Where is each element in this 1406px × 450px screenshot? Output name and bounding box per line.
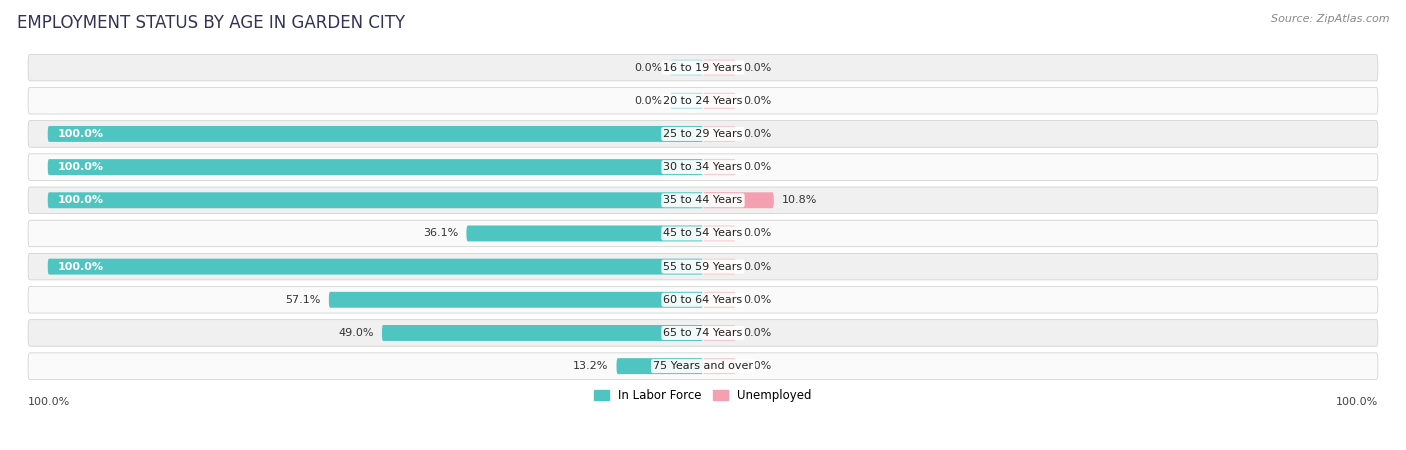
- Text: 100.0%: 100.0%: [58, 129, 104, 139]
- FancyBboxPatch shape: [28, 253, 1378, 280]
- FancyBboxPatch shape: [28, 220, 1378, 247]
- FancyBboxPatch shape: [28, 287, 1378, 313]
- FancyBboxPatch shape: [703, 358, 735, 374]
- FancyBboxPatch shape: [48, 192, 703, 208]
- FancyBboxPatch shape: [48, 259, 703, 274]
- FancyBboxPatch shape: [703, 93, 735, 109]
- Text: 0.0%: 0.0%: [744, 96, 772, 106]
- FancyBboxPatch shape: [703, 325, 735, 341]
- FancyBboxPatch shape: [467, 225, 703, 241]
- FancyBboxPatch shape: [48, 126, 703, 142]
- Text: EMPLOYMENT STATUS BY AGE IN GARDEN CITY: EMPLOYMENT STATUS BY AGE IN GARDEN CITY: [17, 14, 405, 32]
- FancyBboxPatch shape: [329, 292, 703, 308]
- Text: 13.2%: 13.2%: [574, 361, 609, 371]
- Text: 55 to 59 Years: 55 to 59 Years: [664, 261, 742, 272]
- FancyBboxPatch shape: [28, 87, 1378, 114]
- FancyBboxPatch shape: [703, 159, 735, 175]
- Text: 100.0%: 100.0%: [1336, 396, 1378, 407]
- Text: 0.0%: 0.0%: [744, 162, 772, 172]
- Text: 0.0%: 0.0%: [634, 96, 662, 106]
- Text: 100.0%: 100.0%: [28, 396, 70, 407]
- Text: Source: ZipAtlas.com: Source: ZipAtlas.com: [1271, 14, 1389, 23]
- FancyBboxPatch shape: [703, 192, 773, 208]
- Text: 30 to 34 Years: 30 to 34 Years: [664, 162, 742, 172]
- Text: 0.0%: 0.0%: [634, 63, 662, 72]
- FancyBboxPatch shape: [28, 353, 1378, 379]
- FancyBboxPatch shape: [28, 187, 1378, 214]
- Text: 57.1%: 57.1%: [285, 295, 321, 305]
- Text: 100.0%: 100.0%: [58, 195, 104, 205]
- Text: 36.1%: 36.1%: [423, 229, 458, 238]
- Text: 100.0%: 100.0%: [58, 261, 104, 272]
- FancyBboxPatch shape: [28, 154, 1378, 180]
- Text: 49.0%: 49.0%: [339, 328, 374, 338]
- Text: 100.0%: 100.0%: [58, 162, 104, 172]
- FancyBboxPatch shape: [703, 59, 735, 76]
- Text: 35 to 44 Years: 35 to 44 Years: [664, 195, 742, 205]
- FancyBboxPatch shape: [48, 159, 703, 175]
- Text: 0.0%: 0.0%: [744, 229, 772, 238]
- Text: 16 to 19 Years: 16 to 19 Years: [664, 63, 742, 72]
- FancyBboxPatch shape: [382, 325, 703, 341]
- Text: 0.0%: 0.0%: [744, 361, 772, 371]
- Text: 0.0%: 0.0%: [744, 295, 772, 305]
- FancyBboxPatch shape: [703, 292, 735, 308]
- Text: 60 to 64 Years: 60 to 64 Years: [664, 295, 742, 305]
- Legend: In Labor Force, Unemployed: In Labor Force, Unemployed: [589, 384, 817, 407]
- FancyBboxPatch shape: [28, 54, 1378, 81]
- FancyBboxPatch shape: [28, 320, 1378, 346]
- Text: 0.0%: 0.0%: [744, 261, 772, 272]
- Text: 10.8%: 10.8%: [782, 195, 817, 205]
- FancyBboxPatch shape: [616, 358, 703, 374]
- Text: 0.0%: 0.0%: [744, 328, 772, 338]
- FancyBboxPatch shape: [703, 126, 735, 142]
- Text: 0.0%: 0.0%: [744, 63, 772, 72]
- Text: 45 to 54 Years: 45 to 54 Years: [664, 229, 742, 238]
- FancyBboxPatch shape: [671, 93, 703, 109]
- FancyBboxPatch shape: [671, 59, 703, 76]
- Text: 75 Years and over: 75 Years and over: [652, 361, 754, 371]
- Text: 25 to 29 Years: 25 to 29 Years: [664, 129, 742, 139]
- Text: 65 to 74 Years: 65 to 74 Years: [664, 328, 742, 338]
- FancyBboxPatch shape: [703, 225, 735, 241]
- Text: 20 to 24 Years: 20 to 24 Years: [664, 96, 742, 106]
- FancyBboxPatch shape: [703, 259, 735, 274]
- FancyBboxPatch shape: [28, 121, 1378, 147]
- Text: 0.0%: 0.0%: [744, 129, 772, 139]
